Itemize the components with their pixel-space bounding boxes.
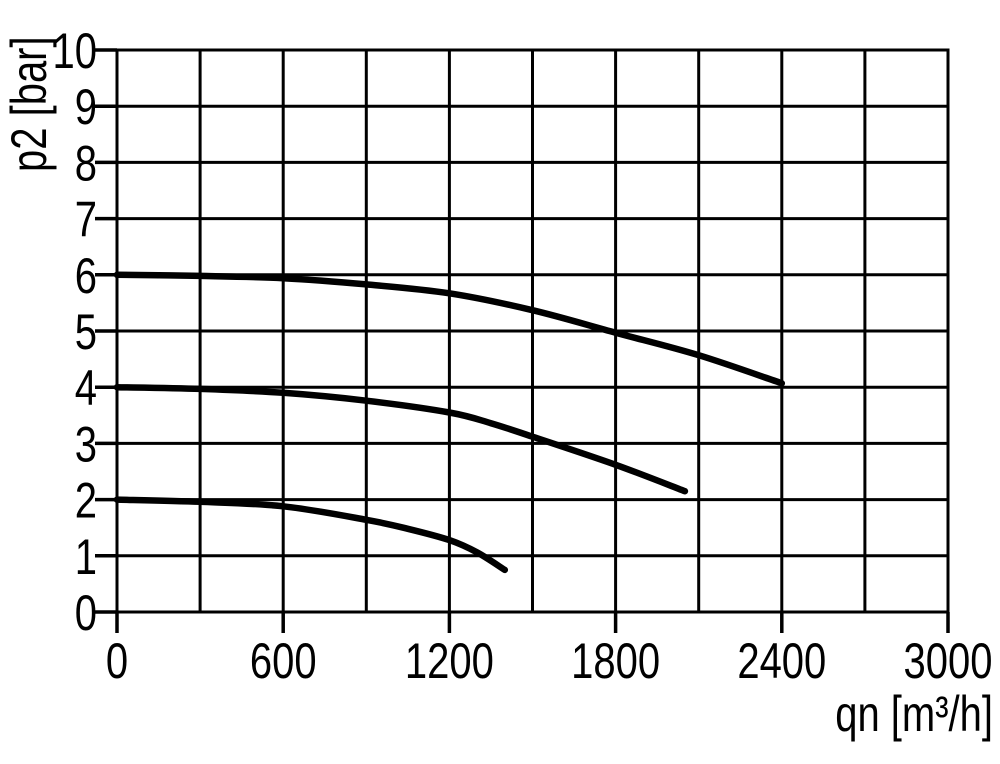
y-tick-label: 2 <box>75 472 97 528</box>
y-tick-label-group: 5 <box>75 304 97 360</box>
x-tick-label: 3000 <box>904 633 993 689</box>
flow-curve-curve_start_6_bar <box>113 271 786 387</box>
x-axis-label: qn [m³/h] <box>835 686 993 742</box>
x-tick-label: 1200 <box>405 633 494 689</box>
curve-layer <box>113 271 786 574</box>
y-tick-label-group: 4 <box>75 360 97 416</box>
x-tick-label-group: 0 <box>106 633 128 689</box>
y-tick-label: 1 <box>75 529 97 585</box>
y-tick-label-group: 8 <box>75 135 97 191</box>
y-tick-label-group: 1 <box>75 529 97 585</box>
x-tick-label: 600 <box>250 633 317 689</box>
y-tick-label-group: 0 <box>75 585 97 641</box>
y-tick-label: 9 <box>75 79 97 135</box>
flow-curve-curve_start_2_bar <box>113 496 509 574</box>
y-tick-label: 3 <box>75 416 97 472</box>
grid-layer <box>115 48 950 614</box>
x-tick-label-group: 2400 <box>737 633 826 689</box>
y-tick-label: 6 <box>75 248 97 304</box>
x-tick-label-group: 3000 <box>904 633 993 689</box>
y-tick-label: 4 <box>75 360 97 416</box>
y-tick-label: 10 <box>53 23 97 79</box>
y-tick-label-group: 2 <box>75 472 97 528</box>
y-tick-label-group: 10 <box>53 23 97 79</box>
x-tick-label: 1800 <box>571 633 660 689</box>
y-tick-label: 8 <box>75 135 97 191</box>
y-tick-label: 5 <box>75 304 97 360</box>
y-tick-label-group: 7 <box>75 191 97 247</box>
y-tick-label: 7 <box>75 191 97 247</box>
y-tick-label-group: 9 <box>75 79 97 135</box>
x-tick-label: 0 <box>106 633 128 689</box>
y-tick-label-group: 6 <box>75 248 97 304</box>
y-tick-label: 0 <box>75 585 97 641</box>
x-tick-label-group: 1200 <box>405 633 494 689</box>
y-axis-label: p2 [bar] <box>1 36 57 172</box>
x-tick-label: 2400 <box>737 633 826 689</box>
x-tick-label-group: 600 <box>250 633 317 689</box>
tick-layer <box>95 48 950 633</box>
y-tick-label-group: 3 <box>75 416 97 472</box>
x-tick-label-group: 1800 <box>571 633 660 689</box>
flow-curve-curve_start_4_bar <box>113 383 689 495</box>
